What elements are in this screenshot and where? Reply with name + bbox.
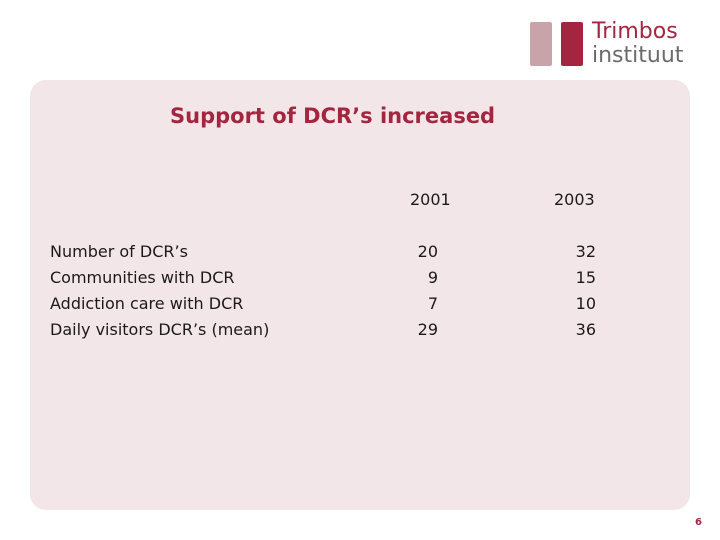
value-2003-communities-with-dcr: 15	[575, 268, 596, 287]
column-header-2001: 2001	[410, 190, 451, 209]
row-label-number-of-dcrs: Number of DCR’s	[50, 242, 188, 261]
value-2003-daily-visitors: 36	[575, 320, 596, 339]
value-2001-communities-with-dcr: 9	[427, 268, 438, 287]
logo-mark-dark	[561, 22, 583, 66]
logo-mark-light	[530, 22, 552, 66]
trimbos-logo: Trimbos instituut	[530, 20, 700, 70]
value-2001-daily-visitors: 29	[417, 320, 438, 339]
value-2003-number-of-dcrs: 32	[575, 242, 596, 261]
page-number: 6	[695, 517, 702, 528]
row-label-daily-visitors: Daily visitors DCR’s (mean)	[50, 320, 270, 339]
row-label-addiction-care-with-dcr: Addiction care with DCR	[50, 294, 244, 313]
logo-text-trimbos: Trimbos	[592, 19, 678, 44]
value-2001-addiction-care-with-dcr: 7	[427, 294, 438, 313]
slide-title: Support of DCR’s increased	[170, 104, 496, 128]
value-2003-addiction-care-with-dcr: 10	[575, 294, 596, 313]
content-panel	[30, 80, 690, 510]
logo-text-instituut: instituut	[592, 43, 684, 68]
row-label-communities-with-dcr: Communities with DCR	[50, 268, 235, 287]
value-2001-number-of-dcrs: 20	[417, 242, 438, 261]
column-header-2003: 2003	[554, 190, 595, 209]
